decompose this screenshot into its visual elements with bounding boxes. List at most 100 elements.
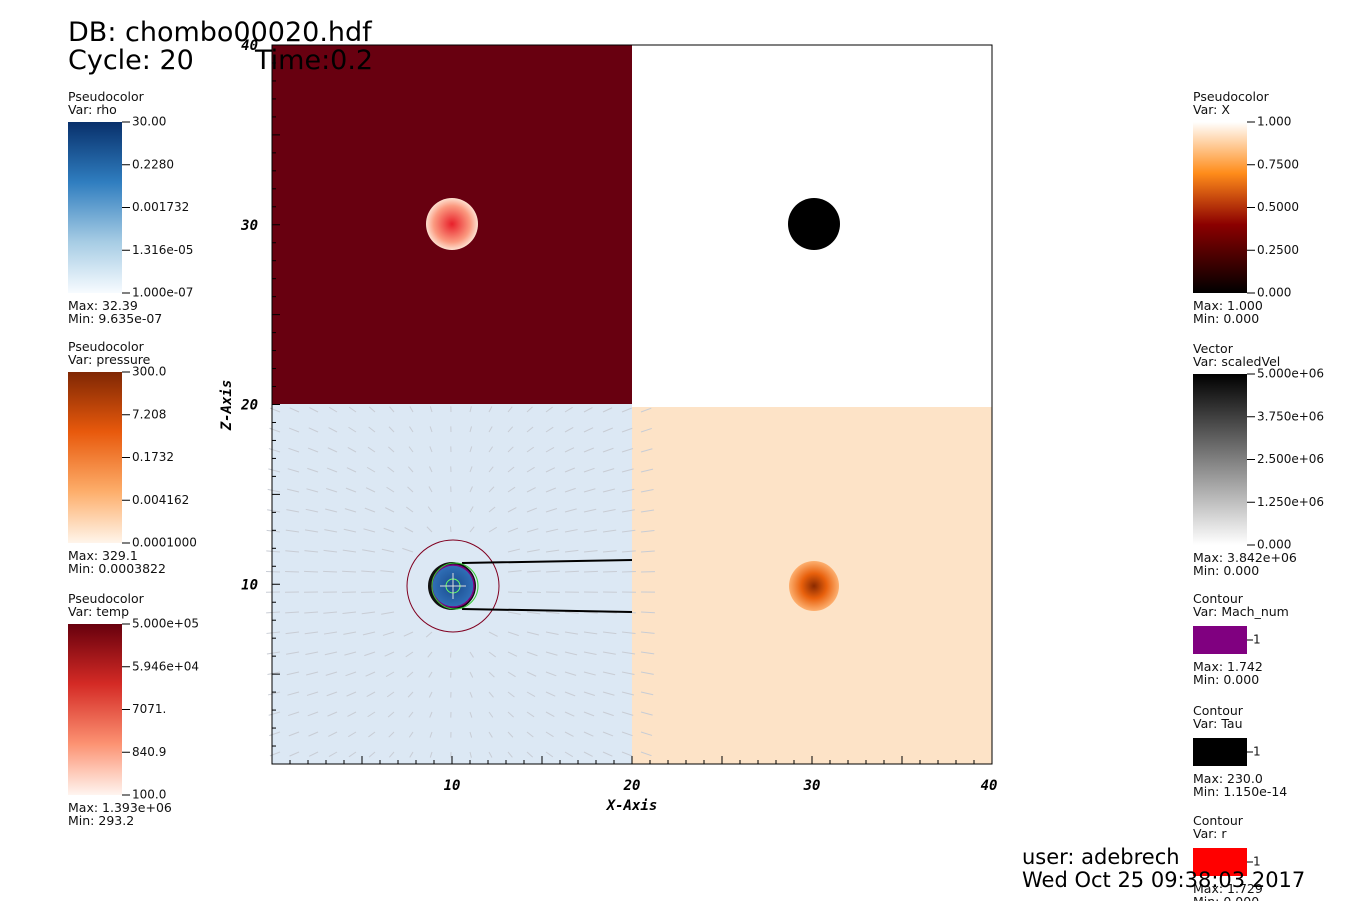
vector [583, 407, 593, 413]
vector [564, 651, 578, 656]
vector [564, 487, 576, 493]
vector [469, 751, 472, 758]
colorbar [1193, 122, 1247, 293]
colorbar-label: 0.2500 [1257, 243, 1299, 257]
vector [602, 509, 616, 513]
vector [640, 731, 653, 736]
vector [407, 486, 414, 493]
vector [304, 550, 319, 553]
vector [323, 611, 338, 614]
vector [287, 468, 300, 473]
vector [640, 711, 653, 716]
vector [469, 506, 474, 513]
vector [389, 406, 395, 413]
contour-tau [461, 559, 633, 613]
colorbar-label: 0.000 [1257, 286, 1291, 300]
vector [326, 691, 338, 697]
vector [507, 751, 513, 758]
vector [429, 731, 433, 738]
contour-swatch [1193, 848, 1247, 876]
vector [267, 509, 281, 513]
vector [325, 671, 338, 676]
colorbar-label: 2.500e+06 [1257, 452, 1324, 466]
vector [545, 671, 557, 677]
vector [526, 426, 534, 433]
vector [564, 611, 579, 614]
legend-plot: Contour [1193, 813, 1244, 828]
vector [403, 631, 414, 637]
z-tick-label: 20 [240, 398, 258, 414]
vector [602, 711, 614, 717]
legend-var: Var: rho [68, 102, 117, 117]
vector [328, 751, 338, 758]
colorbar-label: 7.208 [132, 407, 166, 421]
vector [267, 488, 281, 493]
vector [602, 529, 617, 533]
legend-min: Min: 0.000 [1193, 311, 1259, 326]
vector [380, 570, 395, 573]
vector [366, 466, 376, 473]
date: Wed Oct 25 09:38:03 2017 [1022, 868, 1305, 892]
vector [488, 486, 495, 493]
legend-max: Max: 329.1 [68, 548, 138, 563]
vector [602, 447, 614, 453]
vector [362, 631, 376, 636]
vector [381, 548, 395, 553]
vector [449, 526, 452, 533]
vector [488, 526, 498, 533]
legend-plot: Contour [1193, 591, 1244, 606]
colorbar-label: 5.946e+04 [132, 659, 199, 673]
vector [407, 466, 414, 473]
vector [507, 486, 516, 493]
vector [427, 651, 433, 658]
vector [429, 446, 433, 453]
vector [368, 731, 376, 738]
vector [409, 406, 414, 413]
vector [266, 611, 281, 614]
legend-max: Max: 1.393e+06 [68, 800, 172, 815]
vector [285, 550, 300, 553]
vector [507, 406, 513, 413]
x-tick-label: 20 [623, 778, 641, 794]
legend-min: Min: 0.000 [1193, 672, 1259, 687]
vector [368, 426, 376, 433]
vector [366, 691, 376, 697]
vector [507, 466, 515, 473]
legend-min: Min: 9.635e-07 [68, 311, 162, 326]
vector [429, 711, 433, 718]
vector [621, 691, 634, 696]
colorbar-label: 30.00 [132, 115, 166, 129]
vector [621, 529, 636, 533]
vector [469, 711, 473, 718]
vector [640, 691, 654, 696]
x-axis-title: X-Axis [606, 798, 658, 814]
vector [545, 611, 560, 615]
vector [526, 528, 539, 533]
vector [361, 570, 376, 573]
vector [526, 466, 535, 473]
vector [545, 406, 553, 413]
vector [325, 508, 338, 513]
vector [307, 467, 319, 473]
time: Time:0.2 [254, 45, 373, 76]
plot: 10 20 30 40 10 20 30 40 X-Axis Z-Axis [219, 38, 997, 814]
vector [382, 631, 395, 636]
vector [564, 731, 574, 737]
vector [564, 751, 574, 758]
colorbar-label: 0.7500 [1257, 157, 1299, 171]
vector [583, 651, 597, 656]
vector [507, 527, 519, 533]
vector [621, 671, 635, 676]
vector [526, 751, 534, 758]
vector [429, 751, 433, 758]
vector [564, 508, 577, 513]
vector [545, 446, 555, 453]
vector [545, 549, 560, 553]
vector [564, 671, 577, 676]
vector [387, 466, 395, 473]
vector [640, 550, 655, 553]
contour-mach [431, 562, 479, 610]
vector [381, 611, 395, 615]
vector [583, 731, 594, 737]
vector [342, 570, 357, 573]
